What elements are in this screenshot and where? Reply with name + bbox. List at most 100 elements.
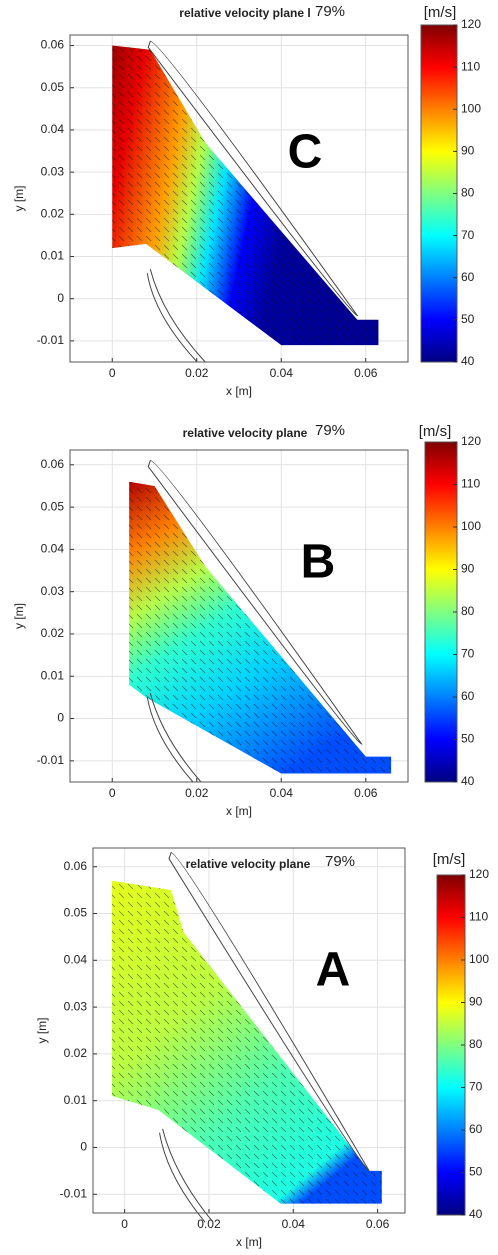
colorbar-tick-label: 120	[461, 434, 481, 448]
y-tick-label: -0.01	[60, 1186, 88, 1200]
x-tick-label: 0.02	[197, 1217, 221, 1231]
blade-outline	[147, 460, 363, 745]
subtitle: 79%	[315, 3, 345, 20]
x-tick-label: 0.06	[354, 786, 378, 800]
colorbar-tick-label: 50	[461, 312, 475, 326]
y-tick-label: 0.05	[41, 499, 65, 513]
x-tick-label: 0.04	[270, 366, 294, 380]
colorbar-tick-label: 80	[469, 1037, 483, 1051]
x-axis-label: x [m]	[236, 1235, 262, 1249]
x-axis-label: x [m]	[226, 804, 252, 818]
x-tick-label: 0	[121, 1217, 128, 1231]
colorbar-tick-label: 100	[461, 519, 481, 533]
blade-outline	[168, 852, 371, 1172]
y-tick-label: 0.04	[41, 122, 65, 136]
colorbar-tick-label: 40	[469, 1207, 483, 1221]
x-tick-label: 0.04	[282, 1217, 306, 1231]
colorbar-tick-label: 60	[469, 1122, 483, 1136]
colorbar-tick-label: 40	[461, 354, 475, 368]
x-tick-label: 0.02	[185, 366, 209, 380]
colorbar-tick-label: 120	[461, 17, 481, 31]
y-tick-label: 0.03	[41, 164, 65, 178]
panel: 0 0.02 0.04 0.06 -0.01 0 0.01 0.02 0.03 0.04 0.05 0…	[12, 422, 481, 818]
colorbar-tick-label: 50	[469, 1165, 483, 1179]
velocity-vectors	[111, 880, 382, 1204]
y-tick-label: 0.06	[64, 859, 88, 873]
blade-outline	[146, 269, 206, 363]
colorbar-tick-label: 80	[461, 604, 475, 618]
panel: 0 0.02 0.04 0.06 -0.01 0 0.01 0.02 0.03 0.04 0.05 0…	[12, 3, 481, 398]
panel-label: C	[288, 126, 323, 179]
colorbar-tick-label: 110	[469, 910, 488, 924]
chart-title: relative velocity plane	[183, 426, 308, 440]
y-tick-label: 0.01	[41, 249, 65, 263]
colorbar	[436, 874, 466, 1216]
y-tick-label: 0	[57, 291, 64, 305]
y-tick-label: -0.01	[37, 753, 65, 767]
colorbar-label: [m/s]	[424, 4, 457, 21]
y-tick-label: 0.05	[41, 80, 65, 94]
colorbar-tick-label: 120	[469, 867, 489, 881]
axes-frame	[92, 847, 406, 1214]
y-tick-label: 0.02	[64, 1046, 88, 1060]
y-tick-label: 0.04	[64, 952, 88, 966]
colorbar-label: [m/s]	[433, 851, 466, 868]
colorbar-tick-label: 100	[461, 101, 481, 115]
colorbar-tick-label: 80	[461, 186, 475, 200]
subtitle: 79%	[325, 853, 355, 870]
y-tick-label: 0	[57, 711, 64, 725]
axes-frame	[69, 449, 409, 783]
colorbar-tick-label: 60	[461, 270, 475, 284]
panel-label: A	[316, 944, 351, 997]
y-tick-label: 0.01	[64, 1093, 88, 1107]
colorbar-tick-label: 90	[461, 144, 475, 158]
colorbar-tick-label: 50	[461, 732, 475, 746]
x-tick-label: 0.06	[366, 1217, 390, 1231]
y-tick-label: 0.05	[64, 906, 88, 920]
colorbar-tick-label: 40	[461, 774, 475, 788]
blade-outline	[147, 40, 359, 317]
blade-outline	[146, 693, 202, 783]
x-tick-label: 0.06	[354, 366, 378, 380]
y-tick-label: 0.06	[41, 38, 65, 52]
colorbar-tick-label: 70	[469, 1080, 483, 1094]
x-axis-label: x [m]	[226, 384, 252, 398]
y-tick-label: 0.04	[41, 542, 65, 556]
y-tick-label: -0.01	[37, 333, 65, 347]
panel-label: B	[301, 536, 336, 589]
chart-title: relative velocity plane	[186, 857, 311, 871]
subtitle: 79%	[315, 422, 345, 439]
y-axis-label: y [m]	[12, 603, 26, 629]
chart-title: relative velocity plane l	[179, 6, 310, 20]
colorbar-label: [m/s]	[419, 423, 452, 440]
colorbar-tick-label: 70	[461, 228, 475, 242]
y-tick-label: 0.03	[64, 999, 88, 1013]
velocity-vectors	[129, 481, 392, 774]
y-axis-label: y [m]	[12, 186, 26, 212]
colorbar-tick-label: 100	[469, 952, 489, 966]
x-tick-label: 0.02	[185, 786, 209, 800]
y-tick-label: 0.03	[41, 584, 65, 598]
colorbar-tick-label: 90	[469, 995, 483, 1009]
colorbar	[420, 24, 458, 363]
y-tick-label: 0.01	[41, 668, 65, 682]
colorbar	[424, 441, 458, 783]
axes-frame	[69, 34, 409, 363]
x-tick-label: 0.04	[270, 786, 294, 800]
y-axis-label: y [m]	[35, 1018, 49, 1044]
colorbar-tick-label: 70	[461, 647, 475, 661]
velocity-vectors	[112, 45, 379, 346]
y-tick-label: 0.02	[41, 626, 65, 640]
colorbar-tick-label: 110	[461, 59, 480, 73]
colorbar-tick-label: 90	[461, 562, 475, 576]
x-tick-label: 0	[109, 786, 116, 800]
x-tick-label: 0	[109, 366, 116, 380]
panel: 0 0.02 0.04 0.06 -0.01 0 0.01 0.02 0.03 0.04 0.05 0…	[35, 847, 489, 1249]
colorbar-tick-label: 60	[461, 689, 475, 703]
y-tick-label: 0.06	[41, 457, 65, 471]
colorbar-tick-label: 110	[461, 477, 480, 491]
y-tick-label: 0	[80, 1140, 87, 1154]
blade-outline	[159, 1128, 214, 1223]
y-tick-label: 0.02	[41, 206, 65, 220]
